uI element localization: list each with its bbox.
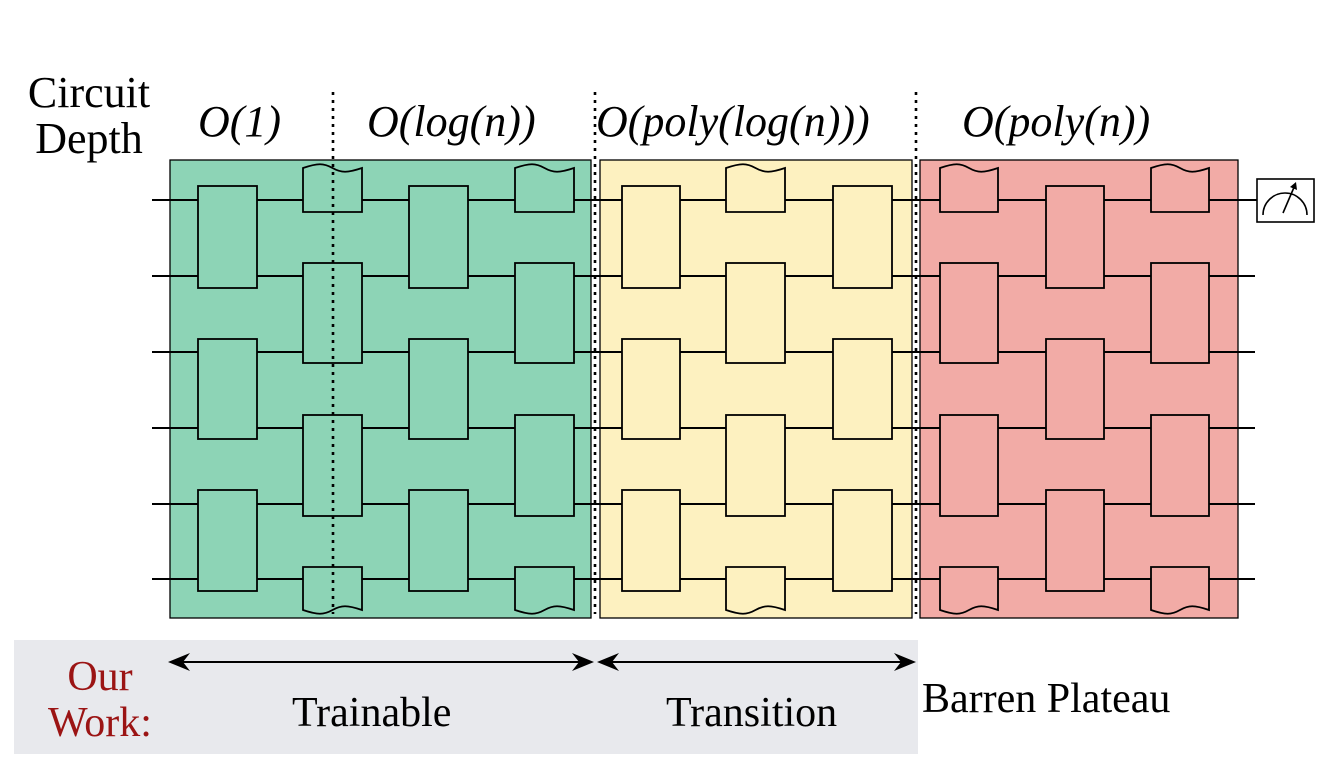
two-qubit-gate: [725, 414, 786, 517]
two-qubit-gate: [832, 489, 893, 592]
two-qubit-gate: [1045, 185, 1105, 289]
arrow-head: [894, 653, 916, 671]
two-qubit-gate: [832, 185, 893, 289]
edge-gate: [514, 566, 575, 615]
two-qubit-gate: [1150, 262, 1210, 364]
arrow-head: [597, 653, 619, 671]
edge-gate: [725, 163, 786, 213]
edge-gate: [1150, 163, 1210, 213]
two-qubit-gate: [197, 338, 258, 440]
two-qubit-gate: [621, 489, 681, 592]
two-qubit-gate: [725, 262, 786, 364]
our-work-panel: [14, 640, 918, 754]
axis-title: Circuit Depth: [16, 70, 162, 162]
our-work-label: Our Work:: [40, 654, 160, 746]
edge-gate: [725, 566, 786, 615]
two-qubit-gate: [939, 262, 999, 364]
meter-icon: [1256, 178, 1315, 223]
edge-gate: [939, 163, 999, 213]
two-qubit-gate: [1150, 414, 1210, 517]
two-qubit-gate: [302, 262, 363, 364]
two-qubit-gate: [621, 338, 681, 440]
two-qubit-gate: [514, 414, 575, 517]
two-qubit-gate: [408, 489, 469, 592]
two-qubit-gate: [197, 185, 258, 289]
two-qubit-gate: [939, 414, 999, 517]
edge-gate: [1150, 566, 1210, 615]
two-qubit-gate: [514, 262, 575, 364]
edge-gate: [514, 163, 575, 213]
axis-title-line2: Depth: [35, 114, 143, 163]
arrow-head: [572, 653, 594, 671]
two-qubit-gate: [832, 338, 893, 440]
our-work-line1: Our: [67, 654, 133, 700]
two-qubit-gate: [1045, 338, 1105, 440]
arrow-head: [168, 653, 190, 671]
edge-gate: [939, 566, 999, 615]
regime-label-transition: Transition: [666, 690, 838, 736]
axis-title-line1: Circuit: [27, 68, 151, 117]
two-qubit-gate: [408, 338, 469, 440]
two-qubit-gate: [408, 185, 469, 289]
our-work-line2: Work:: [48, 700, 152, 746]
depth-label-poly: O(poly(n)): [962, 97, 1151, 146]
regime-label-barren: Barren Plateau: [922, 676, 1171, 722]
regime-label-trainable: Trainable: [292, 690, 452, 736]
depth-label-constant: O(1): [198, 97, 282, 146]
two-qubit-gate: [1045, 489, 1105, 592]
depth-label-polylog: O(poly(log(n))): [596, 97, 870, 146]
depth-label-log: O(log(n)): [367, 97, 536, 146]
two-qubit-gate: [197, 489, 258, 592]
two-qubit-gate: [621, 185, 681, 289]
